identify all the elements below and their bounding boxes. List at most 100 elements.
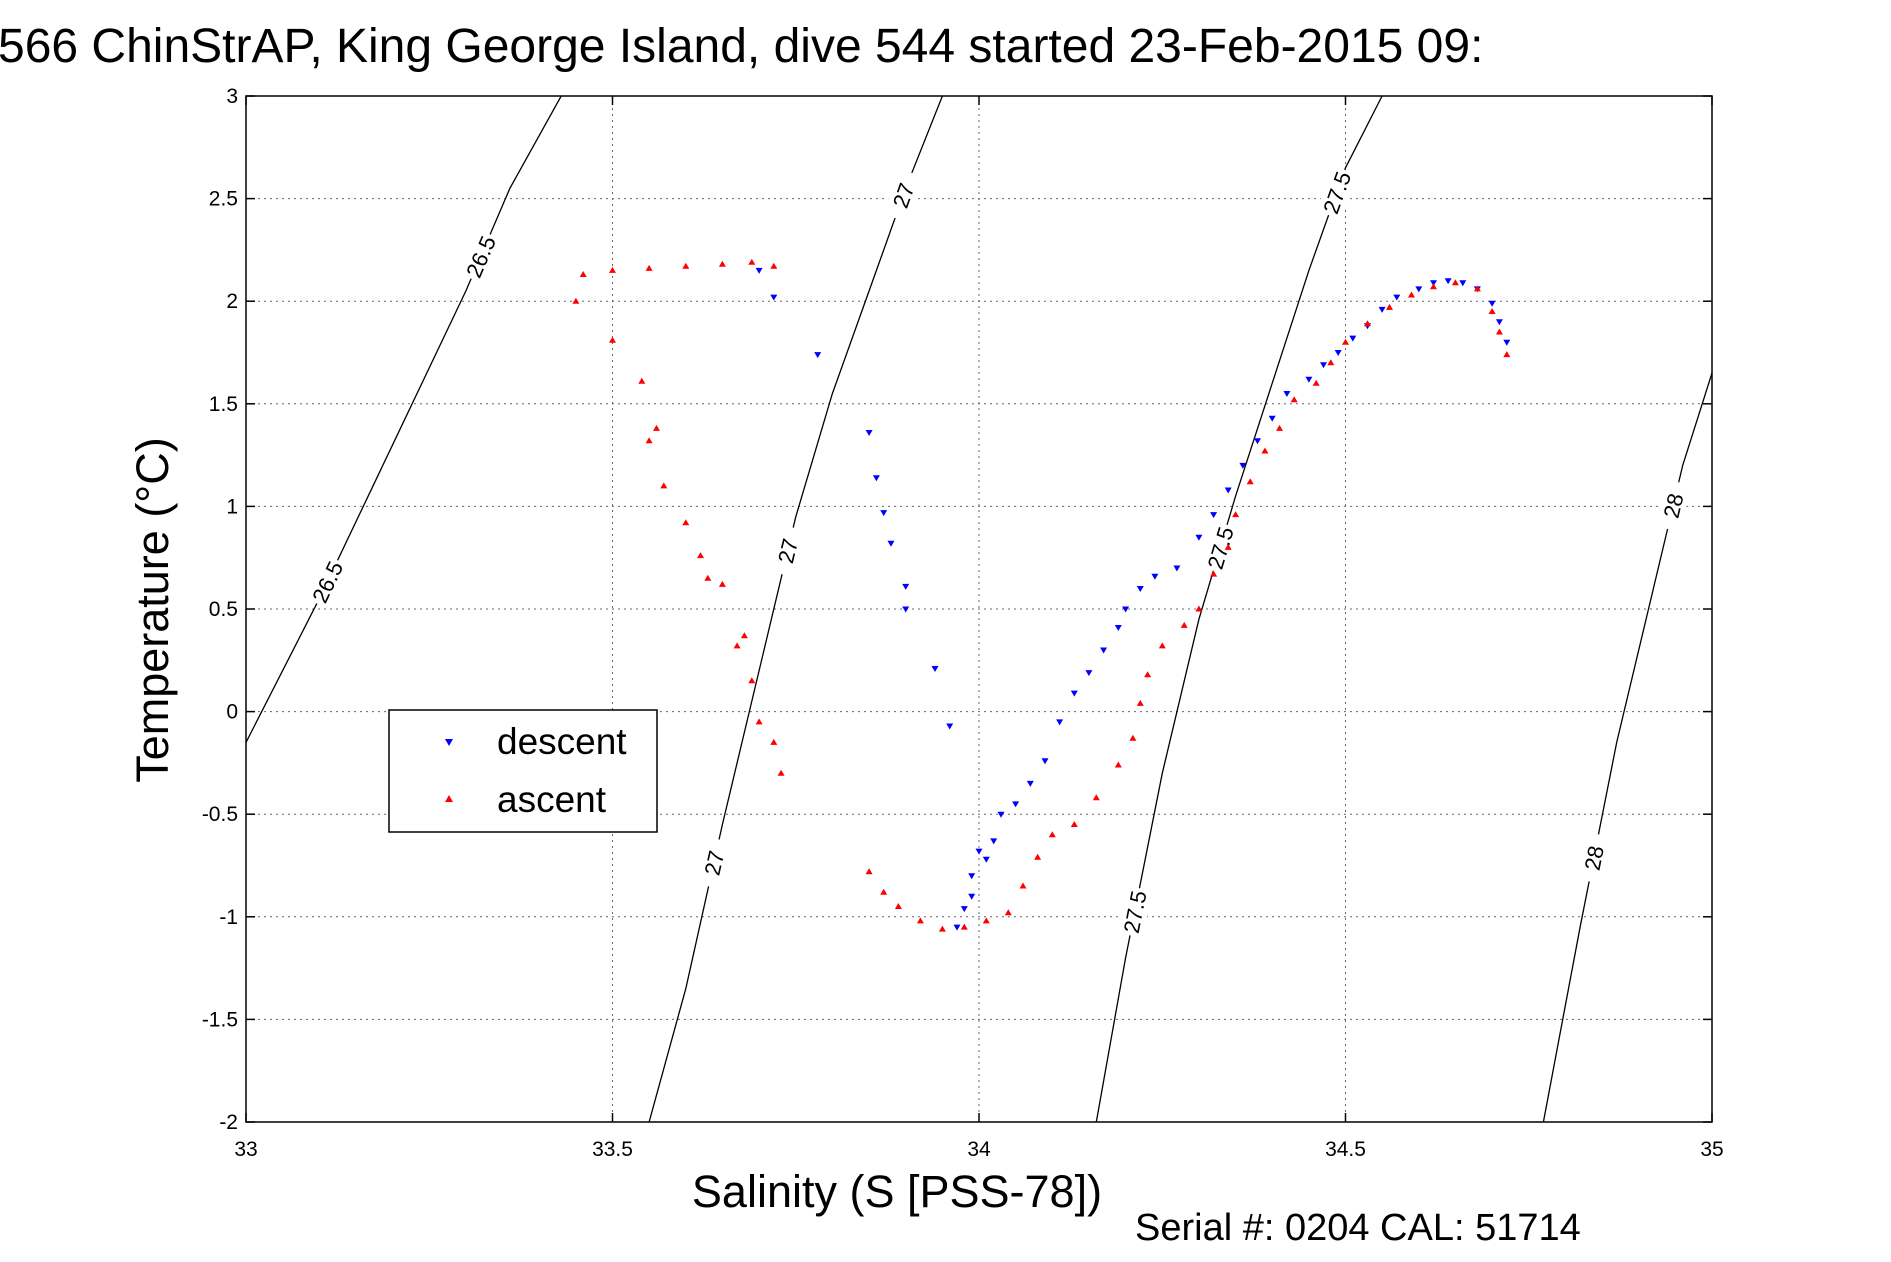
descent-point [1254,438,1261,445]
ascent-point [1232,511,1240,518]
ascent-point [1276,424,1283,431]
ascent-point [1136,699,1144,706]
chart-title: 566 ChinStrAP, King George Island, dive … [0,20,1483,73]
data-points [572,258,1511,932]
ascent-point [645,264,653,271]
contour-label-bg [1316,165,1358,220]
descent-point [1283,391,1291,397]
contour-label-group: 27.5 [1316,165,1358,220]
ascent-point [579,271,587,277]
y-axis-label: Temperature (°C) [127,437,178,783]
ascent-point [916,917,924,924]
contour-label: 27 [700,848,730,877]
ascent-point [1114,761,1122,768]
ascent-point [1473,285,1481,292]
descent-point [968,873,976,880]
y-tick-label: -2 [219,1111,238,1134]
contour-label-group: 27.5 [1200,521,1240,575]
descent-point [1239,462,1247,469]
x-tick-label: 33.5 [592,1138,633,1161]
axis-ticks: 33 33.5 34 34.5 35 -2 -1.5 -1 -0.5 0 0.5 1 1.5 2 2.5 3 [202,85,1724,1161]
ascent-point [1488,308,1496,314]
ascent-point [740,632,748,639]
ascent-point [1503,351,1511,358]
ascent-point [880,888,888,895]
ascent-point [1019,882,1027,889]
y-tick-label: -0.5 [202,803,238,826]
ascent-point [1495,328,1503,335]
contour-label-bg [695,836,732,890]
descent-point [1122,606,1130,613]
ascent-point [682,519,690,526]
descent-point [902,583,910,590]
ascent-point [1364,320,1371,327]
ascent-point [1158,642,1166,649]
x-tick-label: 35 [1700,1138,1723,1161]
ascent-point [1290,396,1298,403]
contour-label-group: 26.5 [459,229,503,284]
ascent-point [938,925,946,932]
ascent-point [1246,478,1254,485]
ascent-point [718,260,726,267]
descent-point [814,352,822,359]
ascent-point [770,738,778,745]
x-tick-label: 34.5 [1325,1138,1366,1161]
ascent-point [748,677,756,684]
contour-label-bg [769,524,806,578]
ascent-point [1034,853,1042,860]
descent-point [1430,280,1437,287]
y-tick-label: 0.5 [209,598,238,621]
contour-label-bg [305,554,350,610]
descent-point [1210,512,1218,519]
ascent-point [1451,279,1459,286]
contour-label: 28 [1659,491,1689,521]
ascent-point [770,262,778,269]
descent-point [1503,339,1511,346]
contour-label-group: 26.5 [305,554,350,610]
descent-point [946,723,954,730]
ascent-point [982,917,990,924]
descent-point [1393,294,1401,301]
descent-point [1070,690,1078,697]
ascent-point [1048,831,1056,838]
descent-point [865,430,873,436]
descent-point [1305,376,1313,383]
descent-point [1224,487,1232,494]
descent-point [997,811,1005,818]
ascent-point [960,923,968,930]
density-contour-27 [648,96,944,1122]
ascent-point [660,482,668,489]
descent-point [1056,719,1064,726]
descent-point [1495,319,1503,326]
ascent-point [653,424,660,431]
legend-box [388,709,658,833]
ascent-point [1144,671,1152,678]
ascent-point [718,580,726,587]
ascent-point [733,642,741,649]
ascent-point [1261,447,1269,454]
descent-point [953,924,961,931]
ascent-point [1092,794,1100,801]
ascent-point [1224,543,1232,550]
contour-label-bg [459,229,503,284]
descent-point [1012,801,1020,808]
descent-point [968,893,976,900]
descent-point [1378,306,1386,313]
descent-point [1041,758,1049,765]
descent-point [1195,534,1203,541]
ascent-point [682,262,690,269]
descent-point [1114,625,1122,631]
contour-label-bg [1576,831,1612,884]
descent-point [1459,280,1467,287]
legend-label-ascent: ascent [497,779,607,820]
y-tick-label: -1.5 [202,1008,238,1031]
density-contour-labels: 26.5 26.5 27 27 27 27.5 27.5 27.5 28 28 [305,165,1692,938]
ascent-point [777,769,785,776]
contour-label: 27.5 [1318,168,1356,217]
descent-point [1488,300,1496,307]
ascent-point [572,297,580,304]
y-tick-label: 1 [226,495,238,518]
contour-label: 28 [1580,844,1609,873]
descent-point [770,294,778,301]
